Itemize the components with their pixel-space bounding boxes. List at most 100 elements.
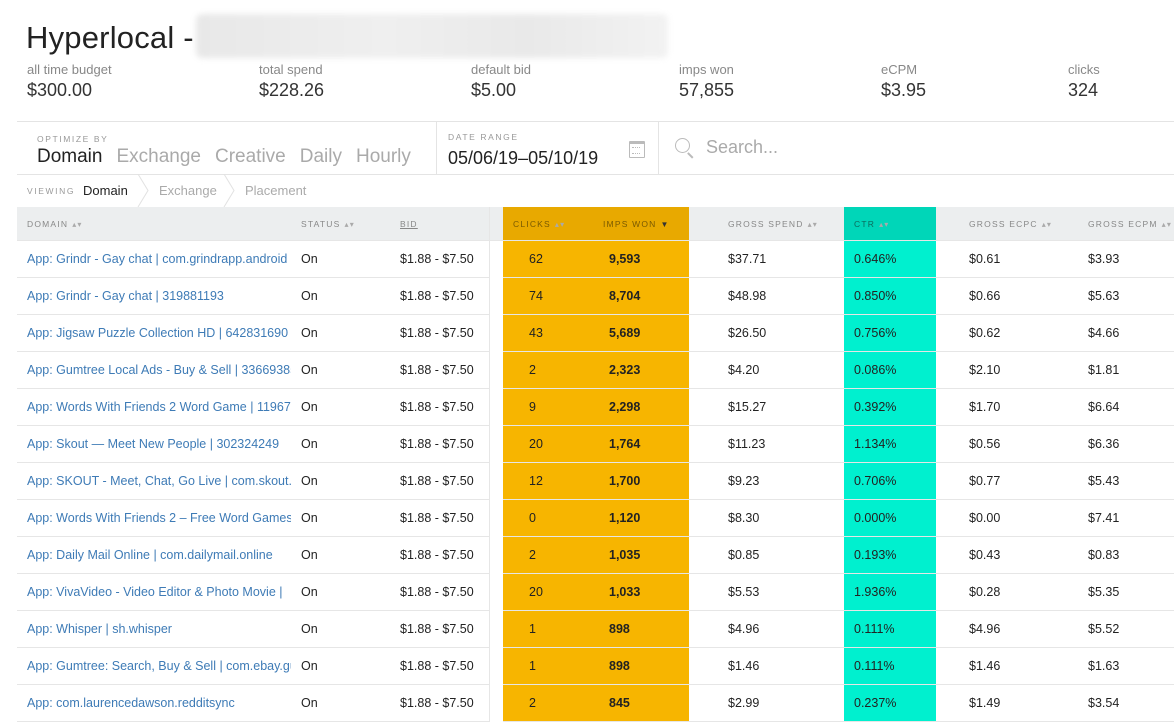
column-gap [488,314,503,352]
col-gross-spend[interactable]: GROSS SPEND ▴▾ [689,207,844,241]
tab-exchange[interactable]: Exchange [116,146,201,167]
col-gross-ecpc[interactable]: GROSS ECPC ▴▾ [936,207,1055,241]
breadcrumb-exchange[interactable]: Exchange [159,183,217,198]
date-range-picker[interactable]: DATE RANGE 05/06/19–05/10/19 [448,132,598,169]
status-cell: On [291,314,390,352]
table-row[interactable]: App: com.laurencedawson.redditsync On $1.8… [17,684,1174,722]
divider [436,122,437,174]
bid-cell[interactable]: $1.88 - $7.50 [390,647,489,685]
gross-ecpc-cell: $1.49 [936,684,1055,722]
tab-daily[interactable]: Daily [299,146,342,167]
gross-ecpm-cell: $6.64 [1055,388,1174,426]
domain-link[interactable]: App: Daily Mail Online | com.dailymail.o… [17,536,291,574]
date-range-value[interactable]: 05/06/19–05/10/19 [448,148,599,168]
ctr-cell: 0.850% [844,277,936,315]
domain-link[interactable]: App: Words With Friends 2 – Free Word Ga… [17,499,291,537]
bid-cell[interactable]: $1.88 - $7.50 [390,314,489,352]
gross-spend-cell: $1.46 [689,647,844,685]
ctr-cell: 0.193% [844,536,936,574]
domain-link[interactable]: App: Grindr - Gay chat | 319881193 [17,277,291,315]
domain-link[interactable]: App: Skout — Meet New People | 302324249 [17,425,291,463]
bid-cell[interactable]: $1.88 - $7.50 [390,351,489,389]
stat-default-bid: default bid $5.00 [471,62,531,100]
bid-cell[interactable]: $1.88 - $7.50 [390,388,489,426]
breadcrumb: VIEWING Domain Exchange Placement [17,174,1174,207]
table-row[interactable]: App: VivaVideo - Video Editor & Photo Mo… [17,573,1174,611]
column-gap [488,240,503,278]
col-domain[interactable]: DOMAIN ▴▾ [17,207,291,241]
gross-spend-cell: $48.98 [689,277,844,315]
ctr-cell: 0.237% [844,684,936,722]
domain-link[interactable]: App: Jigsaw Puzzle Collection HD | 64283… [17,314,291,352]
domain-link[interactable]: App: Gumtree Local Ads - Buy & Sell | 33… [17,351,291,389]
tab-domain[interactable]: Domain [37,146,103,167]
table-row[interactable]: App: Skout — Meet New People | 302324249… [17,425,1174,463]
gross-spend-cell: $4.20 [689,351,844,389]
domain-link[interactable]: App: SKOUT - Meet, Chat, Go Live | com.s… [17,462,291,500]
toolbar: OPTIMIZE BY Domain Exchange Creative Daily H… [17,121,1174,175]
table-row[interactable]: App: Gumtree Local Ads - Buy & Sell | 33… [17,351,1174,389]
tab-creative[interactable]: Creative [215,146,286,167]
domain-link[interactable]: App: Gumtree: Search, Buy & Sell | com.e… [17,647,291,685]
gross-ecpm-cell: $7.41 [1055,499,1174,537]
table-row[interactable]: App: Daily Mail Online | com.dailymail.o… [17,536,1174,574]
calendar-icon[interactable] [629,141,645,158]
gross-spend-cell: $5.53 [689,573,844,611]
breadcrumb-placement[interactable]: Placement [245,183,307,198]
status-cell: On [291,684,390,722]
status-cell: On [291,499,390,537]
bid-cell[interactable]: $1.88 - $7.50 [390,573,489,611]
imps-won-cell: 1,035 [593,536,689,574]
domain-link[interactable]: App: com.laurencedawson.redditsync [17,684,291,722]
clicks-cell: 0 [503,499,593,537]
table-row[interactable]: App: Grindr - Gay chat | com.grindrapp.a… [17,240,1174,278]
bid-cell[interactable]: $1.88 - $7.50 [390,536,489,574]
breadcrumb-domain[interactable]: Domain [83,183,128,198]
bid-cell[interactable]: $1.88 - $7.50 [390,277,489,315]
domain-link[interactable]: App: Whisper | sh.whisper [17,610,291,648]
col-clicks[interactable]: CLICKS ▴▾ [503,207,593,241]
ctr-cell: 0.706% [844,462,936,500]
bid-cell[interactable]: $1.88 - $7.50 [390,240,489,278]
tab-hourly[interactable]: Hourly [355,146,411,167]
column-gap [488,277,503,315]
col-imps-won[interactable]: IMPS WON ▼ [593,207,689,241]
col-status[interactable]: STATUS ▴▾ [291,207,390,241]
table-row[interactable]: App: Words With Friends 2 Word Game | 11… [17,388,1174,426]
col-gross-ecpm[interactable]: GROSS ECPM ▴▾ [1055,207,1174,241]
domain-link[interactable]: App: Grindr - Gay chat | com.grindrapp.a… [17,240,291,278]
imps-won-cell: 898 [593,610,689,648]
bid-cell[interactable]: $1.88 - $7.50 [390,610,489,648]
table-row[interactable]: App: Whisper | sh.whisper On $1.88 - $7.50… [17,610,1174,648]
column-gap [488,388,503,426]
bid-cell[interactable]: $1.88 - $7.50 [390,425,489,463]
gross-ecpc-cell: $4.96 [936,610,1055,648]
status-cell: On [291,351,390,389]
imps-won-cell: 5,689 [593,314,689,352]
gross-ecpm-cell: $4.66 [1055,314,1174,352]
stat-total-spend: total spend $228.26 [259,62,325,100]
table-row[interactable]: App: SKOUT - Meet, Chat, Go Live | com.s… [17,462,1174,500]
gross-spend-cell: $9.23 [689,462,844,500]
bid-cell[interactable]: $1.88 - $7.50 [390,462,489,500]
table-row[interactable]: App: Words With Friends 2 – Free Word Ga… [17,499,1174,537]
bid-cell[interactable]: $1.88 - $7.50 [390,684,489,722]
domain-link[interactable]: App: VivaVideo - Video Editor & Photo Mo… [17,573,291,611]
table-row[interactable]: App: Gumtree: Search, Buy & Sell | com.e… [17,647,1174,685]
domain-link[interactable]: App: Words With Friends 2 Word Game | 11… [17,388,291,426]
col-bid[interactable]: BID [390,207,489,241]
col-ctr[interactable]: CTR ▴▾ [844,207,936,241]
ctr-cell: 0.646% [844,240,936,278]
table-row[interactable]: App: Grindr - Gay chat | 319881193 On $1.8… [17,277,1174,315]
clicks-cell: 2 [503,351,593,389]
table-row[interactable]: App: Jigsaw Puzzle Collection HD | 64283… [17,314,1174,352]
column-gap [488,499,503,537]
gross-ecpc-cell: $0.66 [936,277,1055,315]
search-input[interactable] [704,136,1088,159]
stat-budget: all time budget $300.00 [27,62,112,100]
imps-won-cell: 2,298 [593,388,689,426]
column-gap [488,462,503,500]
bid-cell[interactable]: $1.88 - $7.50 [390,499,489,537]
imps-won-cell: 898 [593,647,689,685]
domain-table: DOMAIN ▴▾ STATUS ▴▾ BID CLICKS ▴▾ IMPS WON ▼… [17,207,1174,722]
